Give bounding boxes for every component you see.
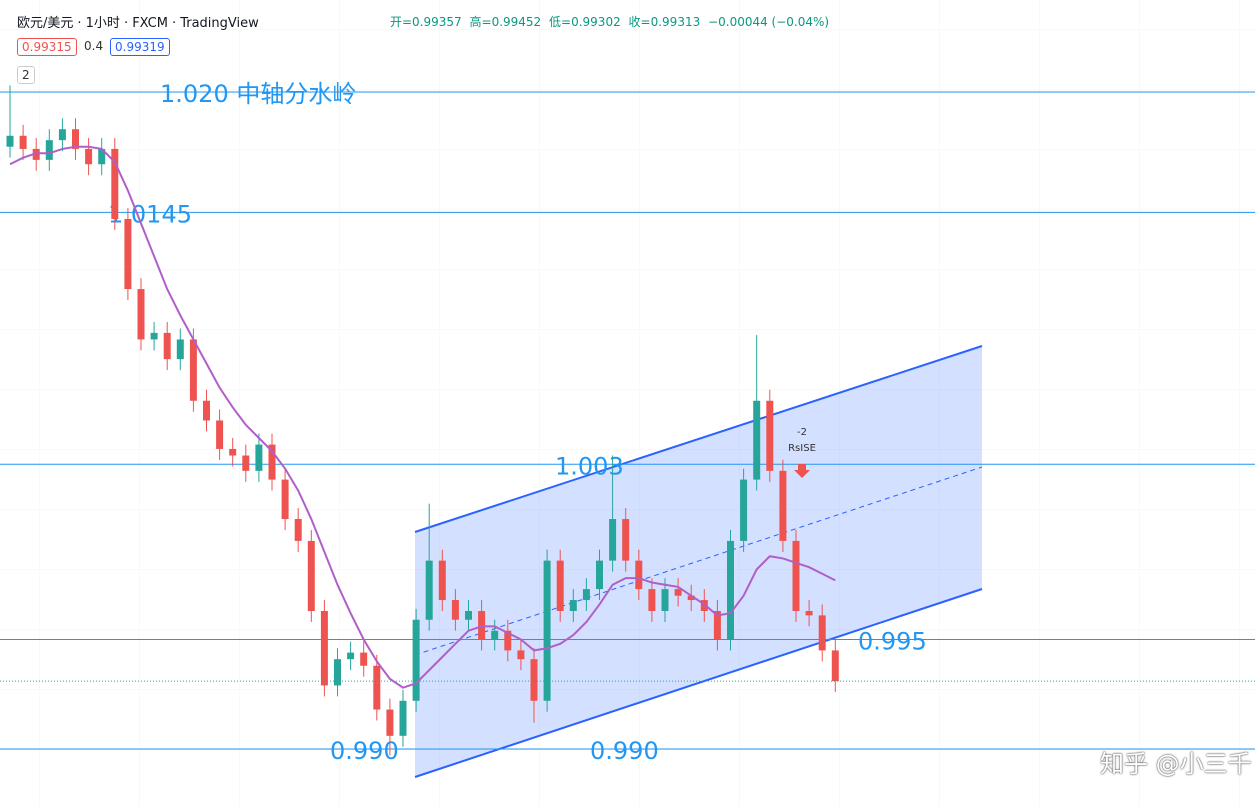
candle-body	[622, 519, 630, 561]
signal-arrow	[794, 464, 810, 478]
watermark: 知乎 @小三千	[1100, 750, 1252, 778]
candle-body	[137, 289, 145, 340]
candle-body	[766, 400, 774, 471]
channel-upper	[414, 345, 983, 533]
candle-body	[229, 448, 237, 456]
candle-body	[753, 400, 761, 480]
candle-body	[268, 444, 276, 480]
candle-body	[334, 659, 341, 686]
level-label: 0.995	[858, 627, 927, 655]
candle-body	[687, 595, 695, 601]
candle-body	[451, 600, 459, 620]
candle-body	[818, 615, 826, 651]
candle-body	[45, 140, 53, 160]
candle-body	[674, 589, 682, 596]
candle-body	[569, 600, 577, 611]
spread: 0.4	[84, 39, 104, 53]
signal-label: RsISE	[788, 443, 816, 454]
candle-body	[85, 148, 93, 165]
candle-body	[491, 630, 499, 640]
candle-body	[635, 560, 643, 590]
candle-body	[504, 630, 512, 651]
candle-body	[779, 470, 787, 541]
candle-body	[176, 339, 184, 360]
candle-body	[740, 479, 748, 541]
candle-body	[320, 610, 328, 686]
candle-body	[438, 560, 446, 601]
candle-body	[412, 619, 420, 701]
bid-button[interactable]: 0.99315	[17, 38, 77, 56]
candle-body	[373, 665, 381, 710]
candle-body	[19, 135, 27, 149]
ohlc-values: 开=0.99357 高=0.99452 低=0.99302 收=0.99313 …	[390, 13, 833, 30]
candle-body	[713, 610, 721, 640]
candle-body	[596, 560, 603, 590]
high-value: 高=0.99452	[469, 15, 542, 29]
candle-body	[386, 709, 394, 736]
candle-body	[805, 610, 813, 616]
candle-body	[399, 700, 407, 736]
candle-body	[216, 420, 224, 449]
candle-body	[58, 129, 66, 141]
candle-body	[609, 519, 617, 561]
close-value: 收=0.99313	[628, 15, 701, 29]
symbol[interactable]: 欧元/美元	[17, 16, 74, 31]
candle-body	[582, 589, 590, 601]
candle-body	[203, 400, 210, 421]
candle-body	[32, 148, 40, 160]
candle-body	[124, 218, 132, 290]
candle-body	[163, 332, 171, 360]
candle-body	[111, 148, 119, 219]
candle-body	[792, 540, 800, 611]
candle-body	[189, 339, 197, 401]
candle-body	[98, 148, 106, 165]
candle-body	[425, 560, 433, 620]
candle-body	[556, 560, 564, 611]
level-label: 1.003	[555, 452, 624, 480]
candle-body	[661, 589, 669, 611]
candle-body	[727, 540, 734, 640]
candle-body	[465, 610, 472, 620]
candle-body	[517, 650, 525, 660]
platform: TradingView	[180, 16, 259, 31]
level-label: 0.990	[590, 737, 659, 765]
level-label: 1.0145	[108, 200, 192, 228]
channel-median	[414, 466, 983, 656]
candle-body	[478, 610, 486, 640]
candle-body	[281, 479, 289, 520]
level-label: 0.990	[330, 737, 399, 765]
channel-lower	[414, 588, 983, 778]
low-value: 低=0.99302	[549, 15, 621, 29]
change-value: −0.00044 (−0.04%)	[708, 15, 830, 29]
candle-body	[831, 650, 839, 682]
candle-body	[255, 444, 263, 471]
moving-average	[9, 145, 836, 689]
signal-count: -2	[797, 427, 807, 438]
candle-body	[307, 540, 315, 611]
candle-body	[648, 589, 656, 611]
candle-body	[150, 332, 158, 340]
candle-body	[530, 659, 538, 701]
candle-body	[72, 129, 79, 149]
candle-body	[6, 135, 14, 147]
candle-body	[360, 652, 368, 666]
broker: FXCM	[132, 16, 168, 31]
indicator-toggle[interactable]: 2	[17, 66, 35, 84]
symbol-header: 欧元/美元 · 1小时 · FXCM · TradingView	[17, 16, 259, 31]
candle-body	[242, 455, 250, 471]
level-label: 1.020 中轴分水岭	[160, 80, 356, 108]
open-value: 开=0.99357	[390, 15, 462, 29]
candle-body	[347, 652, 355, 660]
candle-body	[543, 560, 551, 701]
candle-body	[294, 519, 302, 541]
interval[interactable]: 1小时	[85, 16, 120, 31]
ask-button[interactable]: 0.99319	[110, 38, 170, 56]
